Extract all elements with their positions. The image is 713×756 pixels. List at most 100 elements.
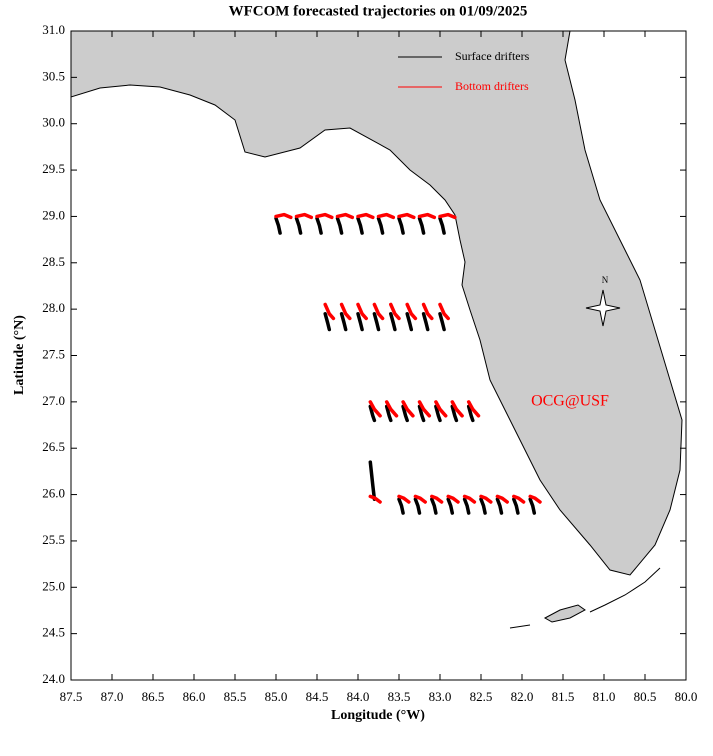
trajectory	[274, 212, 293, 220]
trajectory	[335, 216, 344, 235]
trajectory	[446, 497, 455, 515]
trajectory	[389, 312, 397, 332]
trajectory	[335, 212, 355, 220]
y-axis-label: Latitude (°N)	[12, 315, 27, 395]
x-tick-label: 81.0	[593, 689, 616, 704]
trajectory	[438, 212, 457, 220]
y-tick-label: 29.0	[42, 207, 65, 222]
trajectory	[339, 312, 348, 332]
trajectory	[495, 497, 504, 515]
trajectory	[434, 404, 442, 423]
trajectory	[376, 212, 396, 220]
trajectory	[356, 212, 375, 220]
x-axis-label: Longitude (°W)	[331, 708, 425, 723]
trajectory	[421, 312, 430, 332]
trajectory	[462, 494, 477, 504]
trajectory	[294, 212, 314, 220]
trajectory	[466, 400, 481, 418]
trajectory	[434, 400, 448, 418]
trajectory	[438, 312, 446, 332]
trajectory	[413, 494, 427, 504]
x-tick-label: 86.5	[142, 689, 165, 704]
trajectory	[376, 216, 385, 235]
annotation: OCG@USF	[531, 393, 609, 410]
y-tick-label: 27.0	[42, 393, 65, 408]
trajectory	[430, 494, 444, 504]
y-tick-label: 28.5	[42, 254, 65, 269]
trajectory	[417, 216, 426, 235]
y-tick-label: 30.0	[42, 115, 65, 130]
trajectory	[397, 497, 405, 515]
y-tick-label: 25.0	[42, 578, 65, 593]
trajectory	[417, 400, 432, 418]
trajectory	[315, 216, 323, 235]
y-tick-label: 30.5	[42, 68, 65, 83]
x-tick-label: 83.0	[429, 689, 452, 704]
y-tick-label: 26.0	[42, 486, 65, 501]
trajectory	[384, 404, 393, 423]
trajectory	[368, 494, 382, 504]
compass-rose	[585, 289, 621, 327]
trajectory	[430, 497, 438, 515]
compass: N	[585, 275, 621, 327]
y-tick-label: 31.0	[42, 22, 65, 37]
trajectory	[421, 302, 434, 321]
y-tick-label: 29.5	[42, 161, 65, 176]
trajectory	[323, 312, 332, 332]
compass-label: N	[602, 275, 609, 285]
y-tick-label: 25.5	[42, 532, 65, 547]
trajectory	[372, 312, 381, 332]
trajectory	[368, 404, 377, 423]
y-tick-label: 24.5	[42, 625, 65, 640]
trajectory	[401, 400, 415, 418]
trajectory	[450, 404, 459, 423]
trajectory	[339, 302, 352, 321]
x-tick-label: 80.0	[675, 689, 698, 704]
x-tick-label: 85.0	[265, 689, 288, 704]
y-tick-label: 28.0	[42, 300, 65, 315]
x-tick-label: 85.5	[224, 689, 247, 704]
trajectory	[356, 302, 368, 321]
trajectory	[462, 497, 471, 515]
trajectory	[528, 494, 542, 504]
x-tick-label: 82.0	[511, 689, 534, 704]
trajectory	[356, 216, 364, 235]
x-tick-label: 87.5	[60, 689, 83, 704]
trajectory	[274, 216, 282, 235]
trajectory	[401, 404, 409, 423]
trajectory	[413, 497, 422, 515]
trajectory	[372, 302, 385, 321]
x-tick-label: 84.5	[306, 689, 329, 704]
legend-label: Surface drifters	[455, 49, 530, 63]
trajectory	[397, 216, 405, 235]
keys	[543, 604, 586, 623]
trajectory	[512, 494, 526, 504]
x-tick-label: 84.0	[347, 689, 370, 704]
trajectory	[315, 212, 334, 220]
trajectory	[479, 494, 493, 504]
trajectory	[417, 212, 437, 220]
x-tick-label: 80.5	[634, 689, 657, 704]
trajectory	[397, 212, 416, 220]
trajectory	[495, 494, 509, 504]
x-tick-label: 87.0	[101, 689, 124, 704]
trajectory	[405, 312, 414, 332]
trajectory	[384, 400, 399, 418]
trajectory	[417, 404, 426, 423]
keys-chain	[509, 567, 661, 629]
trajectory	[368, 460, 377, 501]
trajectory	[438, 216, 446, 235]
y-tick-label: 24.0	[42, 671, 65, 686]
chart-title: WFCOM forecasted trajectories on 01/09/2…	[229, 3, 528, 19]
trajectory	[450, 400, 464, 418]
trajectory	[323, 302, 336, 321]
land	[70, 30, 683, 576]
trajectory	[389, 302, 401, 321]
y-tick-label: 27.5	[42, 346, 65, 361]
y-tick-label: 26.5	[42, 439, 65, 454]
trajectory	[356, 312, 364, 332]
trajectory	[294, 216, 303, 235]
trajectory	[405, 302, 418, 321]
x-tick-label: 81.5	[552, 689, 575, 704]
